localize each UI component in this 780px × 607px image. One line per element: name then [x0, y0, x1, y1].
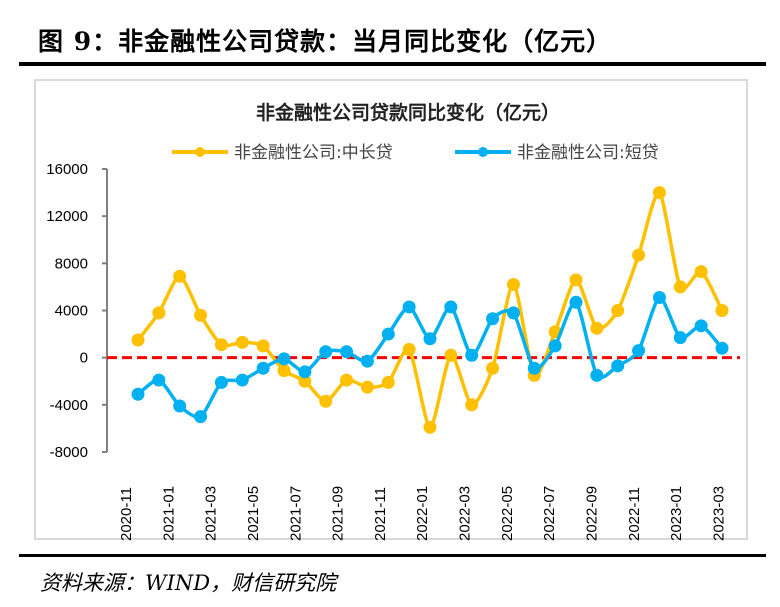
- data-point-series-1: [319, 345, 333, 359]
- x-tick-label: 2022-01: [414, 486, 431, 541]
- data-point-series-0: [152, 306, 166, 320]
- x-tick-label: 2021-07: [287, 486, 304, 541]
- data-point-series-1: [569, 295, 583, 309]
- data-point-series-1: [694, 319, 708, 333]
- legend-marker-short-term: [478, 147, 488, 157]
- figure-title: 图 9：非金融性公司贷款：当月同比变化（亿元）: [38, 27, 613, 56]
- data-point-series-0: [235, 335, 249, 349]
- x-tick-label: 2022-09: [583, 486, 600, 541]
- data-point-series-0: [694, 265, 708, 279]
- data-point-series-0: [173, 269, 187, 283]
- data-point-series-1: [715, 341, 729, 355]
- data-point-series-0: [131, 333, 145, 347]
- data-point-series-0: [256, 339, 270, 353]
- y-tick-label: -4000: [50, 397, 88, 414]
- legend-label-short-term: 非金融性公司:短贷: [517, 143, 659, 163]
- x-tick-label: 2022-07: [541, 486, 558, 541]
- data-point-series-1: [235, 373, 249, 387]
- x-tick-label: 2022-11: [626, 487, 643, 541]
- data-point-series-0: [381, 375, 395, 389]
- y-tick-label: 4000: [55, 303, 88, 320]
- data-point-series-0: [652, 186, 666, 200]
- data-point-series-1: [152, 373, 166, 387]
- source-note: 资料来源：WIND，财信研究院: [40, 571, 337, 595]
- y-tick-label: -8000: [50, 444, 88, 461]
- data-point-series-1: [340, 345, 354, 359]
- data-point-series-0: [611, 304, 625, 317]
- data-point-series-1: [402, 300, 416, 314]
- data-point-series-1: [590, 368, 604, 382]
- y-tick-label: 12000: [46, 208, 88, 225]
- top-rule: [19, 62, 766, 66]
- data-point-series-1: [465, 348, 479, 362]
- x-tick-label: 2020-11: [118, 487, 135, 541]
- data-point-series-0: [402, 342, 416, 356]
- series-line-0: [136, 190, 724, 429]
- data-point-series-1: [131, 387, 145, 401]
- data-point-series-0: [277, 364, 291, 378]
- data-point-series-0: [632, 248, 646, 262]
- data-point-series-0: [423, 420, 437, 434]
- chart-title: 非金融性公司贷款同比变化（亿元）: [256, 101, 560, 124]
- x-tick-label: 2023-01: [668, 486, 685, 541]
- data-point-series-1: [632, 344, 646, 358]
- legend-marker-long-term: [195, 147, 205, 157]
- x-tick-label: 2021-09: [330, 486, 347, 541]
- data-point-series-0: [506, 278, 520, 292]
- data-point-series-1: [360, 354, 374, 368]
- x-tick-label: 2022-03: [457, 486, 474, 541]
- y-tick-label: 0: [80, 350, 88, 367]
- data-point-series-1: [194, 410, 208, 424]
- data-point-series-0: [590, 321, 604, 335]
- data-point-series-1: [444, 300, 458, 314]
- data-point-series-1: [277, 352, 291, 366]
- x-tick-label: 2021-05: [245, 486, 262, 541]
- chart-frame: [34, 79, 748, 540]
- legend-label-long-term: 非金融性公司:中长贷: [234, 143, 393, 163]
- data-point-series-0: [319, 394, 333, 408]
- y-tick-label: 8000: [55, 255, 88, 272]
- data-point-series-1: [548, 339, 562, 353]
- data-point-series-1: [673, 331, 687, 345]
- data-point-series-1: [381, 327, 395, 341]
- x-tick-label: 2021-01: [160, 486, 177, 541]
- series-group: [107, 186, 740, 434]
- x-tick-label: 2021-03: [203, 486, 220, 541]
- x-tick-label: 2022-05: [499, 486, 516, 541]
- data-point-series-1: [256, 361, 270, 375]
- y-axis: -8000 -4000 0 4000 8000 12000 16000: [46, 161, 108, 461]
- data-point-series-0: [298, 374, 312, 388]
- data-point-series-1: [298, 365, 312, 379]
- x-axis: 2020-11 2021-01 2021-03 2021-05 2021-07 2021-…: [118, 486, 727, 541]
- data-point-series-0: [214, 338, 228, 352]
- data-point-series-1: [173, 399, 187, 413]
- data-point-series-0: [360, 380, 374, 394]
- data-point-series-0: [465, 398, 479, 412]
- x-tick-label: 2023-03: [710, 486, 727, 541]
- y-tick-label: 16000: [46, 161, 88, 178]
- data-point-series-1: [214, 375, 228, 389]
- data-point-series-1: [611, 359, 625, 373]
- data-point-series-0: [715, 304, 729, 317]
- data-point-series-0: [340, 373, 354, 387]
- x-tick-label: 2021-11: [372, 487, 389, 541]
- bottom-rule: [19, 554, 766, 557]
- data-point-series-1: [506, 306, 520, 320]
- data-point-series-1: [652, 291, 666, 305]
- data-point-series-1: [423, 332, 437, 346]
- data-point-series-1: [486, 312, 500, 326]
- legend: 非金融性公司:中长贷 非金融性公司:短贷: [172, 143, 659, 163]
- data-point-series-1: [527, 361, 541, 375]
- data-point-series-0: [194, 308, 208, 322]
- data-point-series-0: [444, 348, 458, 362]
- data-point-series-0: [569, 273, 583, 287]
- data-point-series-0: [486, 361, 500, 375]
- data-point-series-0: [673, 280, 687, 294]
